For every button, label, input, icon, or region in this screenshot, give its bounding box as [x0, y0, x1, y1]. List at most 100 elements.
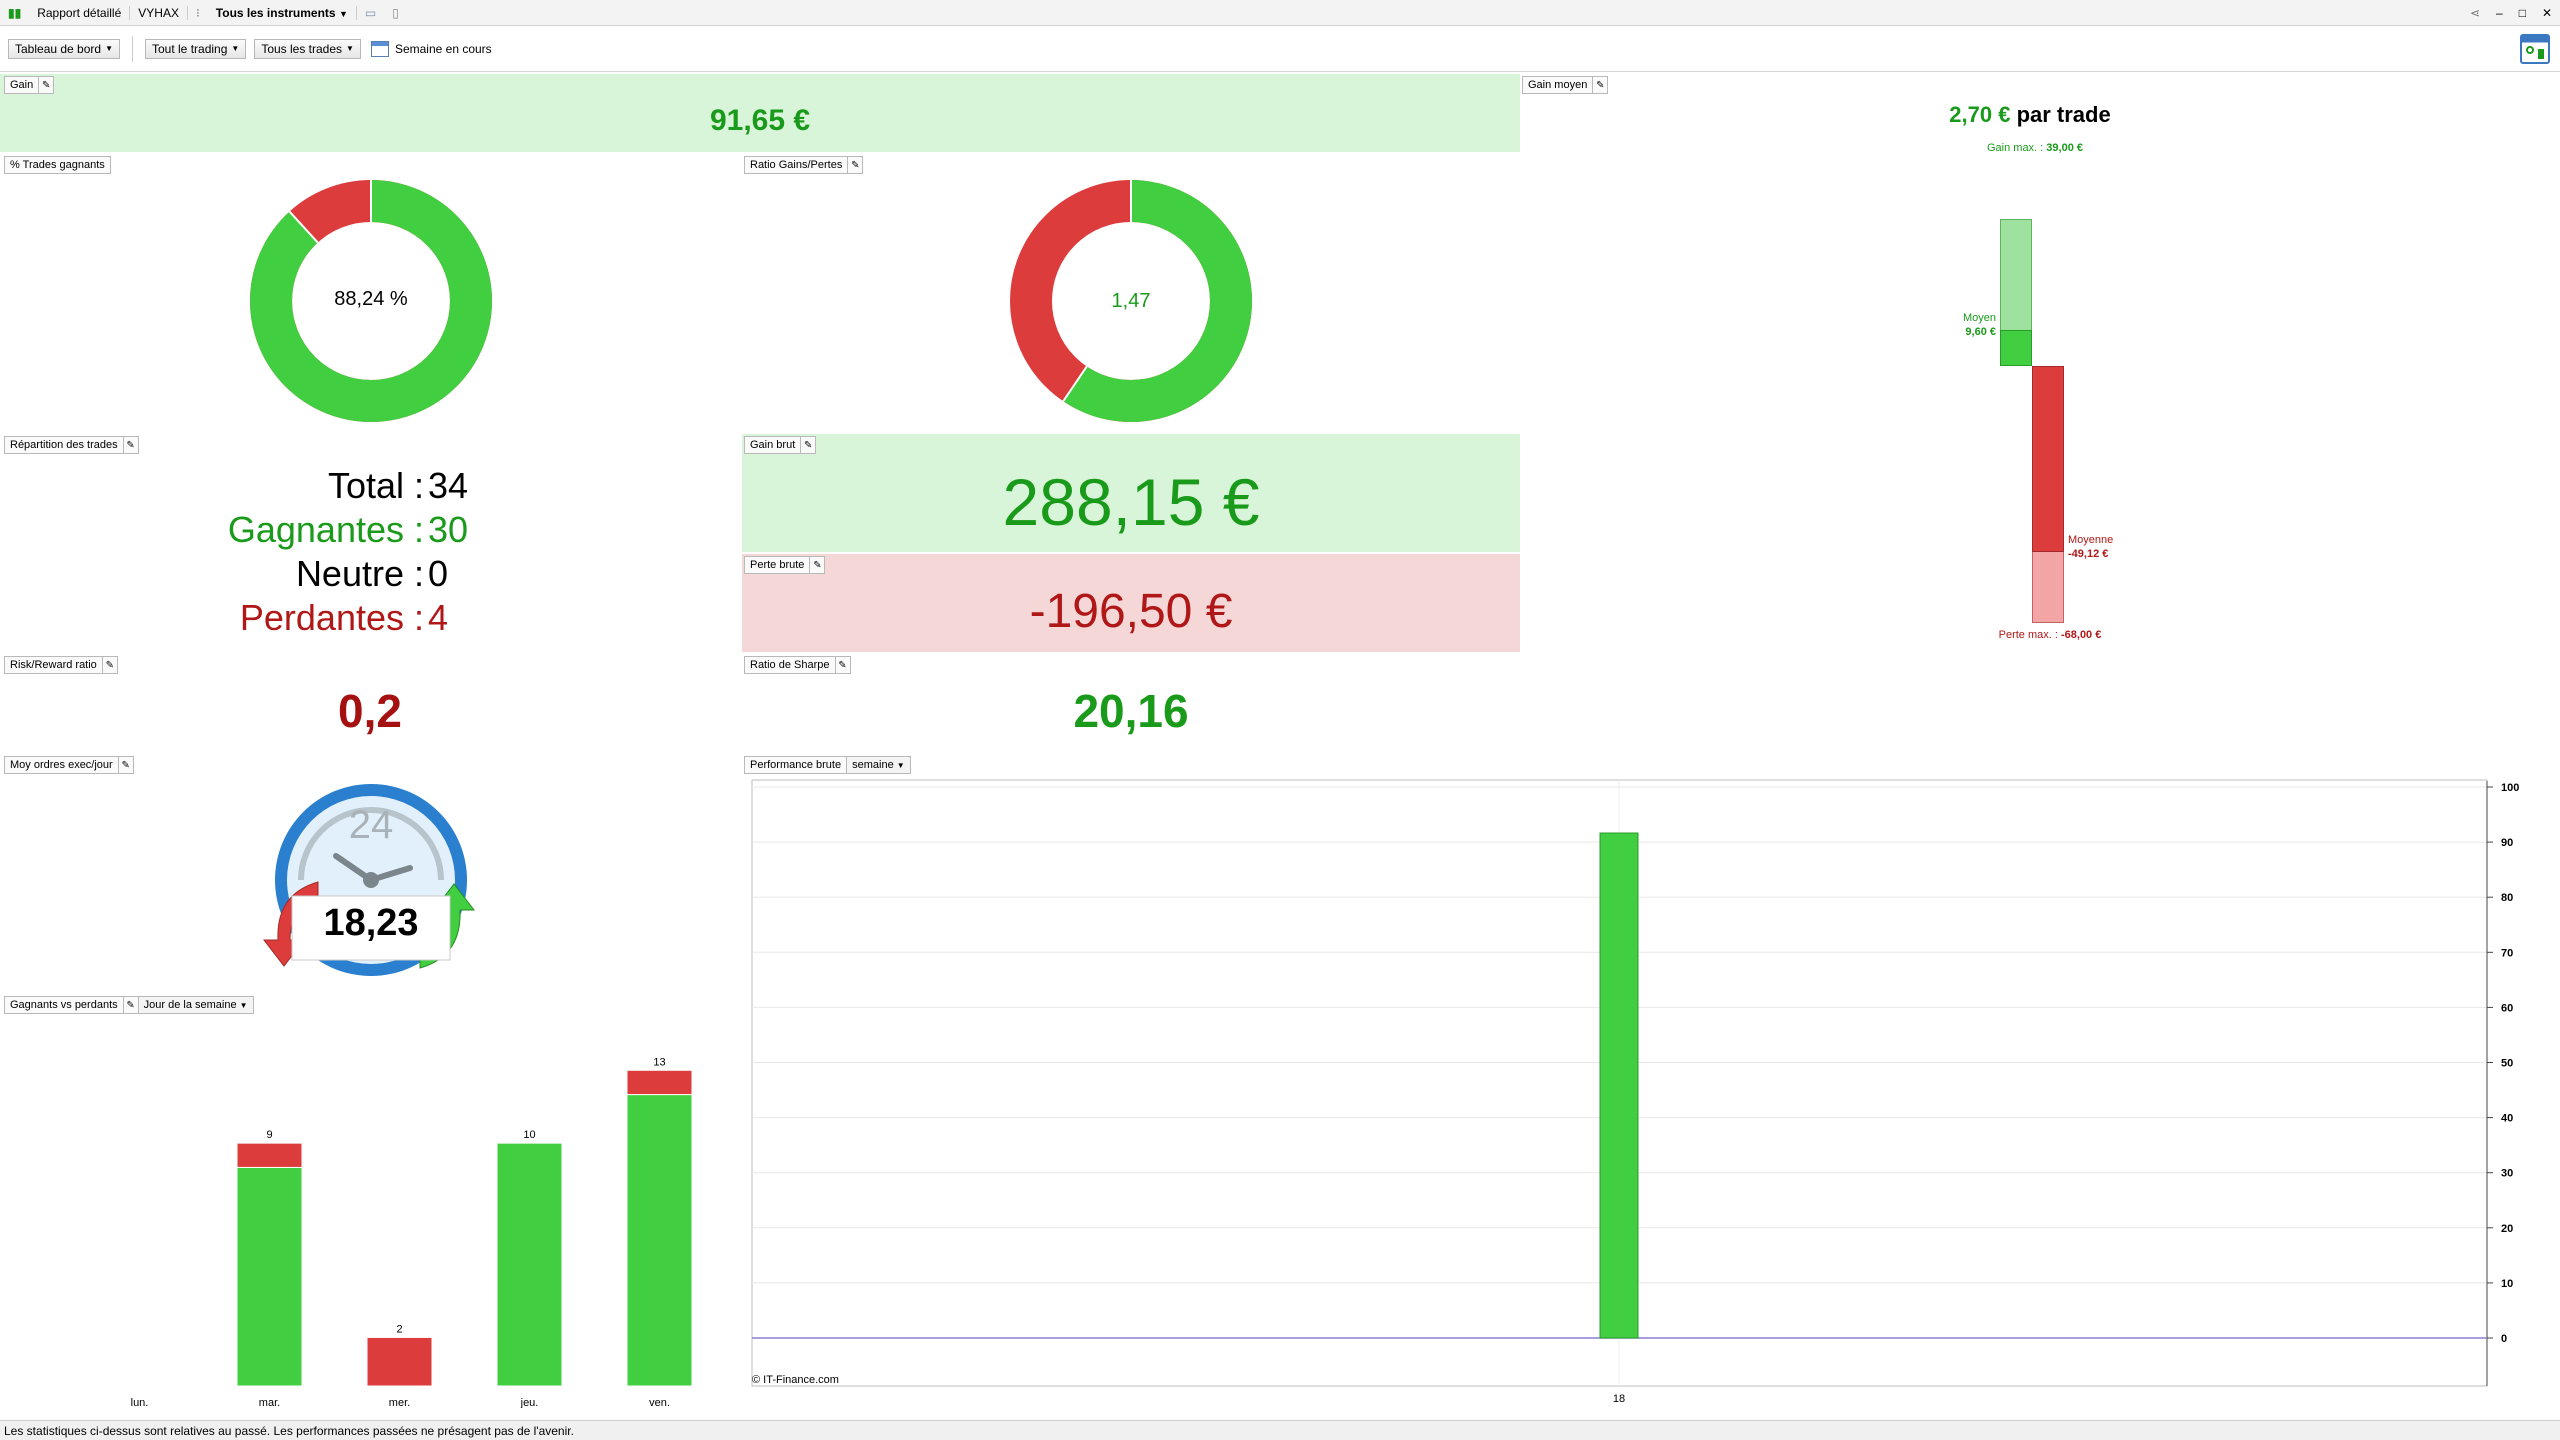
pin-icon[interactable]: ✎ [118, 756, 134, 774]
performance-title-label: Performance brute [744, 756, 848, 774]
copy-icon[interactable]: ▯ [392, 5, 399, 20]
risk-reward-value: 0,2 [338, 685, 402, 737]
pin-icon[interactable]: ✎ [801, 436, 817, 454]
share-icon[interactable]: ⋖ [2469, 5, 2480, 20]
pin-icon[interactable]: ✎ [835, 656, 851, 674]
bar-losers [626, 1069, 693, 1096]
performance-widget-title[interactable]: Performance brute semaine ▼ [744, 756, 911, 774]
x-tick-label: ven. [649, 1397, 670, 1408]
gain-widget-title[interactable]: Gain ✎ [4, 76, 55, 94]
x-tick-label: mer. [389, 1397, 410, 1408]
clock-number: 24 [349, 803, 394, 847]
account-label: VYHAX [129, 5, 187, 20]
neutral-label: Neutre : [295, 553, 424, 594]
copyright-label: © IT-Finance.com [752, 1374, 839, 1386]
pin-icon[interactable]: ✎ [123, 436, 139, 454]
day-of-week-dropdown[interactable]: Jour de la semaine ▼ [138, 996, 254, 1014]
y-tick-label: 30 [2501, 1168, 2513, 1180]
moy-ordres-widget-title[interactable]: Moy ordres exec/jour ✎ [4, 756, 134, 774]
day-of-week-label: Jour de la semaine [143, 999, 237, 1011]
total-label: Total : [327, 465, 424, 506]
close-icon[interactable]: ✕ [2541, 5, 2552, 20]
bar-losers [366, 1336, 433, 1387]
pin-icon[interactable]: ✎ [848, 156, 864, 174]
dashboard-dropdown[interactable]: Tableau de bord ▼ [8, 38, 120, 59]
instruments-dropdown[interactable]: Tous les instruments ▼ [215, 5, 348, 20]
moyen-caption: Moyen 9,60 € [1940, 312, 1996, 338]
pin-icon[interactable]: ✎ [1593, 76, 1609, 94]
ratio-gp-title-label: Ratio Gains/Pertes [744, 156, 849, 174]
pin-icon[interactable]: ✎ [102, 656, 118, 674]
dashboard-config-icon[interactable] [2520, 33, 2550, 64]
perte-brute-value: -196,50 € [1029, 585, 1233, 638]
y-tick-label: 60 [2501, 1002, 2513, 1014]
gain-brut-title-label: Gain brut [744, 436, 802, 454]
moyen-value: 9,60 € [1965, 325, 1996, 338]
minimize-icon[interactable]: – [2496, 5, 2503, 20]
chevron-down-icon: ▼ [105, 44, 113, 53]
period-granularity-dropdown[interactable]: semaine ▼ [847, 756, 911, 774]
gain-value-text: 91,65 € [709, 104, 811, 137]
chevron-down-icon: ▼ [239, 1000, 248, 1010]
y-tick-label: 80 [2501, 892, 2513, 904]
bar-winners [236, 1166, 303, 1387]
gain-value: 91,65 € [0, 104, 1520, 138]
ratio-gp-donut [1010, 180, 1252, 422]
gain-panel [0, 74, 1520, 152]
sharpe-title-label: Ratio de Sharpe [744, 656, 836, 674]
link-icon[interactable]: ⁝ [186, 5, 208, 20]
perte-brute-panel [742, 554, 1520, 652]
x-tick-label: lun. [131, 1397, 149, 1408]
pin-icon[interactable]: ✎ [39, 76, 55, 94]
ratio-gp-widget-title[interactable]: Ratio Gains/Pertes ✎ [744, 156, 864, 174]
gain-brut-widget-title[interactable]: Gain brut ✎ [744, 436, 817, 454]
chevron-down-icon: ▼ [896, 760, 905, 770]
y-tick-label: 100 [2501, 782, 2519, 794]
moyenne-label: Moyenne [2068, 533, 2114, 546]
loss-avg-bar [2032, 366, 2064, 552]
sharpe-widget-title[interactable]: Ratio de Sharpe ✎ [744, 656, 851, 674]
bar-losers [236, 1142, 303, 1168]
toolbar: Tableau de bord ▼ Tout le trading ▼ Tous l… [0, 26, 2560, 72]
gain-moyen-value: 2,70 € par trade [1730, 102, 2330, 128]
window-icon[interactable]: ▭ [355, 5, 384, 20]
x-tick-label: 18 [1613, 1393, 1625, 1405]
perte-max-caption: Perte max. : -68,00 € [1960, 629, 2140, 641]
risk-reward-widget-title[interactable]: Risk/Reward ratio ✎ [4, 656, 118, 674]
donut-separator [288, 210, 319, 244]
donut-separator [1062, 365, 1088, 402]
pin-icon[interactable]: ✎ [810, 556, 826, 574]
trading-dropdown[interactable]: Tout le trading ▼ [145, 38, 247, 59]
title-bar: ▮▮ Rapport détaillé VYHAX ⁝ Tous les ins… [0, 0, 2560, 26]
win-label: Gagnantes : [227, 509, 424, 550]
pin-icon[interactable]: ✎ [123, 996, 139, 1014]
repartition-neutral: Neutre : 0 [0, 553, 740, 595]
bar-total-label: 10 [523, 1129, 535, 1141]
period-selector[interactable]: Semaine en cours [370, 40, 492, 57]
repartition-total: Total : 34 [0, 465, 740, 507]
perte-brute-widget-title[interactable]: Perte brute ✎ [744, 556, 826, 574]
total-value: 34 [428, 465, 469, 506]
gain-avg-bar [2000, 329, 2032, 366]
repartition-loss: Perdantes : 4 [0, 597, 740, 639]
report-title: Rapport détaillé [37, 5, 122, 20]
pct-trades-value: 88,24 % [334, 288, 408, 310]
gagnants-perdants-title-label: Gagnants vs perdants [4, 996, 124, 1014]
trading-label: Tout le trading [152, 41, 228, 56]
instruments-label: Tous les instruments [215, 5, 336, 20]
bar-total-label: 9 [266, 1129, 272, 1141]
gagnants-perdants-widget-title[interactable]: Gagnants vs perdants ✎ Jour de la semain… [4, 996, 254, 1014]
app-logo-icon: ▮▮ [8, 5, 22, 20]
repartition-widget-title[interactable]: Répartition des trades ✎ [4, 436, 139, 454]
clock-icon: 24 [262, 784, 476, 976]
y-tick-label: 90 [2501, 837, 2513, 849]
chevron-down-icon: ▼ [231, 44, 240, 53]
y-tick-label: 70 [2501, 947, 2513, 959]
pct-trades-donut [250, 180, 492, 422]
maximize-icon[interactable]: □ [2518, 5, 2526, 20]
pct-trades-widget-title[interactable]: % Trades gagnants [4, 156, 111, 174]
trades-dropdown[interactable]: Tous les trades ▼ [254, 38, 361, 59]
gain-moyen-widget-title[interactable]: Gain moyen ✎ [1522, 76, 1609, 94]
y-tick-label: 40 [2501, 1113, 2513, 1125]
gain-title-label: Gain [4, 76, 40, 94]
